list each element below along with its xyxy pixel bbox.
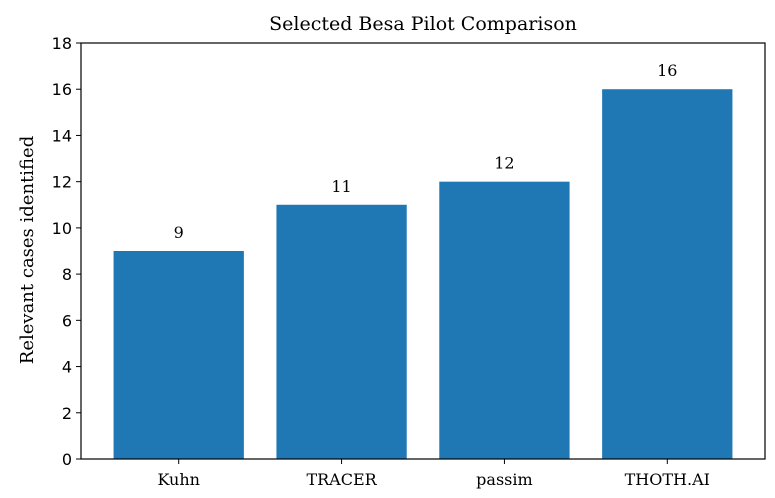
y-tick-label: 14	[52, 126, 72, 145]
bar-passim	[439, 181, 570, 460]
y-tick-label: 18	[52, 34, 72, 53]
y-tick-label: 10	[52, 219, 72, 238]
chart-title: Selected Besa Pilot Comparison	[269, 13, 577, 35]
x-tick-label: passim	[476, 470, 533, 489]
plot-area: 9 Kuhn 11 TRACER 12 passim 16 THOTH.AI 0 2 4 6 8 10 12…	[52, 34, 766, 489]
bar-kuhn	[113, 251, 244, 459]
axes-frame	[80, 42, 766, 460]
y-axis-label: Relevant cases identified	[17, 136, 38, 364]
y-tick-label: 4	[62, 358, 72, 377]
x-tick-label: TRACER	[306, 470, 377, 489]
x-tick-label: Kuhn	[157, 470, 200, 489]
y-tick-label: 0	[62, 450, 72, 469]
y-tick-label: 8	[62, 265, 72, 284]
data-label: 9	[174, 223, 184, 242]
data-label: 16	[657, 61, 677, 80]
y-tick-label: 12	[52, 173, 72, 192]
y-tick-label: 16	[52, 80, 72, 99]
data-label: 11	[331, 177, 351, 196]
bar-tracer	[276, 204, 407, 459]
y-tick-label: 2	[62, 404, 72, 423]
data-label: 12	[494, 154, 514, 173]
x-tick-label: THOTH.AI	[625, 470, 710, 489]
y-tick-label: 6	[62, 311, 72, 330]
bar-thoth-ai	[602, 89, 733, 459]
